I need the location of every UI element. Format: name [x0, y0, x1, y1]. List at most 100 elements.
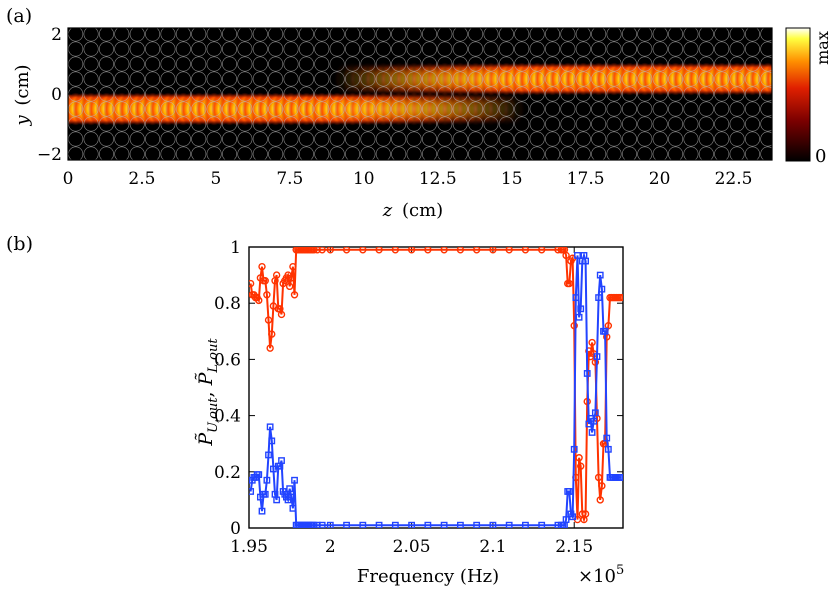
- lattice-scatterers: [68, 28, 772, 160]
- lattice-circle: [345, 56, 361, 72]
- lattice-circle: [98, 116, 114, 132]
- lattice-circle: [668, 101, 684, 117]
- data-point-P_L,out: [582, 257, 590, 265]
- lattice-circle: [545, 116, 561, 132]
- heatmap-y-axis-label: y (cm): [12, 64, 33, 126]
- lattice-circle: [744, 116, 760, 132]
- lattice-circle: [375, 56, 391, 72]
- lattice-circle: [114, 131, 130, 147]
- data-point-P_L,out: [289, 504, 297, 512]
- lattice-circle: [729, 131, 745, 147]
- lattice-circle: [437, 146, 453, 160]
- lattice-circle: [283, 56, 299, 72]
- data-point-P_L,out: [265, 451, 272, 459]
- lattice-circle: [545, 71, 561, 87]
- data-point-P_L,out: [565, 488, 573, 495]
- lattice-circle: [406, 86, 422, 102]
- lattice-circle: [575, 71, 591, 87]
- lattice-circle: [437, 28, 453, 42]
- data-point-P_L,out: [375, 521, 383, 528]
- lattice-circle: [514, 41, 530, 57]
- data-point-P_L,out: [261, 490, 269, 498]
- lattice-circle: [268, 131, 284, 147]
- lattice-circle: [129, 41, 145, 57]
- lattice-circle: [391, 146, 407, 160]
- line-plot-x-tick-label: 2: [325, 537, 336, 557]
- lattice-circle: [560, 116, 576, 132]
- lattice-circle: [760, 146, 772, 160]
- lattice-circle: [175, 41, 191, 57]
- lattice-circle: [560, 56, 576, 72]
- lattice-circle: [668, 131, 684, 147]
- data-point-P_U,out: [565, 279, 574, 288]
- lattice-circle: [360, 28, 376, 42]
- lattice-circle: [621, 146, 637, 160]
- lattice-circle: [714, 56, 730, 72]
- lattice-circle: [760, 41, 772, 57]
- lattice-circle: [283, 28, 299, 42]
- lattice-circle: [683, 71, 699, 87]
- lattice-circle: [545, 28, 561, 42]
- lattice-circle: [606, 56, 622, 72]
- lattice-circle: [560, 101, 576, 117]
- lattice-circle: [452, 71, 468, 87]
- lattice-circle: [744, 86, 760, 102]
- lattice-circle: [83, 116, 99, 132]
- lattice-circle: [760, 101, 772, 117]
- lattice-circle: [406, 28, 422, 42]
- lattice-circle: [698, 71, 714, 87]
- lattice-circle: [744, 101, 760, 117]
- lattice-circle: [375, 146, 391, 160]
- lattice-circle: [498, 146, 514, 160]
- lattice-circle: [83, 71, 99, 87]
- lattice-circle: [268, 146, 284, 160]
- lattice-circle: [591, 131, 607, 147]
- lattice-circle: [437, 116, 453, 132]
- heatmap-x-tick-label: 0: [63, 169, 74, 189]
- lattice-circle: [283, 146, 299, 160]
- lattice-circle: [591, 101, 607, 117]
- lattice-circle: [744, 56, 760, 72]
- lattice-circle: [222, 71, 238, 87]
- lattice-circle: [98, 101, 114, 117]
- lattice-circle: [375, 101, 391, 117]
- lattice-circle: [683, 116, 699, 132]
- lattice-circle: [514, 101, 530, 117]
- lattice-circle: [391, 41, 407, 57]
- lattice-circle: [206, 56, 222, 72]
- lattice-circle: [268, 71, 284, 87]
- lattice-circle: [298, 86, 314, 102]
- lattice-circle: [375, 28, 391, 42]
- heatmap-x-var: z: [382, 200, 393, 221]
- lattice-circle: [237, 146, 253, 160]
- data-point-P_L,out: [489, 521, 497, 528]
- lattice-circle: [421, 28, 437, 42]
- data-point-P_U,out: [375, 247, 383, 254]
- data-point-P_U,out: [287, 274, 295, 282]
- lattice-circle: [206, 131, 222, 147]
- lattice-circle: [760, 86, 772, 102]
- data-point-P_L,out: [287, 493, 295, 501]
- lattice-circle: [345, 116, 361, 132]
- panel-b-label: (b): [6, 233, 33, 255]
- data-point-P_U,out: [263, 291, 271, 299]
- lattice-circle: [437, 86, 453, 102]
- lattice-circle: [98, 56, 114, 72]
- lattice-circle: [683, 56, 699, 72]
- lattice-circle: [575, 41, 591, 57]
- lattice-circle: [621, 86, 637, 102]
- y-label-separator: ,: [195, 385, 217, 397]
- lattice-circle: [375, 86, 391, 102]
- data-point-P_U,out: [342, 247, 351, 254]
- lattice-circle: [529, 41, 545, 57]
- data-point-P_U,out: [581, 510, 590, 518]
- lattice-circle: [160, 28, 176, 42]
- lattice-circle: [498, 116, 514, 132]
- lattice-circle: [160, 86, 176, 102]
- lattice-circle: [129, 71, 145, 87]
- lattice-circle: [222, 131, 238, 147]
- line-plot-x-ticks: 1.95 2 2.05 2.1 2.15: [230, 247, 593, 557]
- lattice-circle: [360, 146, 376, 160]
- lattice-circle: [668, 116, 684, 132]
- lattice-circle: [160, 71, 176, 87]
